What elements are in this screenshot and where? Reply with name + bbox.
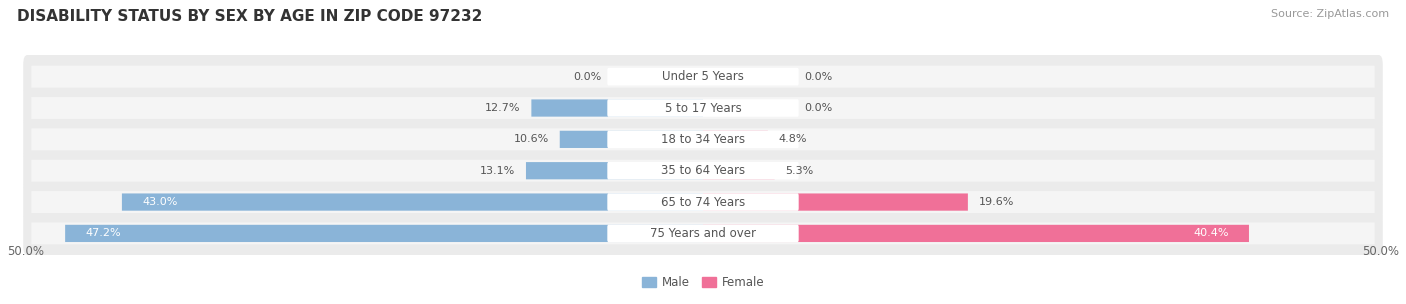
FancyBboxPatch shape xyxy=(703,193,967,211)
FancyBboxPatch shape xyxy=(24,212,1382,255)
Text: Under 5 Years: Under 5 Years xyxy=(662,70,744,83)
FancyBboxPatch shape xyxy=(31,191,1375,213)
Text: 65 to 74 Years: 65 to 74 Years xyxy=(661,195,745,209)
FancyBboxPatch shape xyxy=(24,149,1382,192)
FancyBboxPatch shape xyxy=(122,193,703,211)
Text: 12.7%: 12.7% xyxy=(485,103,520,113)
Text: 10.6%: 10.6% xyxy=(513,134,548,144)
FancyBboxPatch shape xyxy=(607,225,799,242)
FancyBboxPatch shape xyxy=(31,97,1375,119)
Text: 43.0%: 43.0% xyxy=(142,197,177,207)
FancyBboxPatch shape xyxy=(531,99,703,117)
Text: DISABILITY STATUS BY SEX BY AGE IN ZIP CODE 97232: DISABILITY STATUS BY SEX BY AGE IN ZIP C… xyxy=(17,9,482,24)
FancyBboxPatch shape xyxy=(31,160,1375,182)
Text: 18 to 34 Years: 18 to 34 Years xyxy=(661,133,745,146)
FancyBboxPatch shape xyxy=(31,66,1375,88)
FancyBboxPatch shape xyxy=(560,131,703,148)
Text: 50.0%: 50.0% xyxy=(1362,245,1399,258)
FancyBboxPatch shape xyxy=(526,162,703,179)
Text: 47.2%: 47.2% xyxy=(86,228,121,238)
Text: 13.1%: 13.1% xyxy=(479,166,515,176)
FancyBboxPatch shape xyxy=(24,55,1382,98)
FancyBboxPatch shape xyxy=(607,68,799,85)
FancyBboxPatch shape xyxy=(24,118,1382,161)
FancyBboxPatch shape xyxy=(31,128,1375,150)
Legend: Male, Female: Male, Female xyxy=(637,271,769,294)
Text: 19.6%: 19.6% xyxy=(979,197,1014,207)
Text: 50.0%: 50.0% xyxy=(7,245,44,258)
FancyBboxPatch shape xyxy=(24,86,1382,130)
Text: 40.4%: 40.4% xyxy=(1194,228,1229,238)
FancyBboxPatch shape xyxy=(703,225,1249,242)
Text: 4.8%: 4.8% xyxy=(779,134,807,144)
FancyBboxPatch shape xyxy=(607,131,799,148)
FancyBboxPatch shape xyxy=(31,223,1375,244)
Text: 0.0%: 0.0% xyxy=(574,72,602,82)
FancyBboxPatch shape xyxy=(24,181,1382,224)
Text: 0.0%: 0.0% xyxy=(804,72,832,82)
Text: 5 to 17 Years: 5 to 17 Years xyxy=(665,102,741,115)
Text: 0.0%: 0.0% xyxy=(804,103,832,113)
FancyBboxPatch shape xyxy=(607,99,799,117)
Text: 5.3%: 5.3% xyxy=(786,166,814,176)
FancyBboxPatch shape xyxy=(607,193,799,211)
FancyBboxPatch shape xyxy=(703,131,768,148)
Text: 75 Years and over: 75 Years and over xyxy=(650,227,756,240)
FancyBboxPatch shape xyxy=(65,225,703,242)
FancyBboxPatch shape xyxy=(607,162,799,179)
Text: Source: ZipAtlas.com: Source: ZipAtlas.com xyxy=(1271,9,1389,19)
Text: 35 to 64 Years: 35 to 64 Years xyxy=(661,164,745,177)
FancyBboxPatch shape xyxy=(703,162,775,179)
